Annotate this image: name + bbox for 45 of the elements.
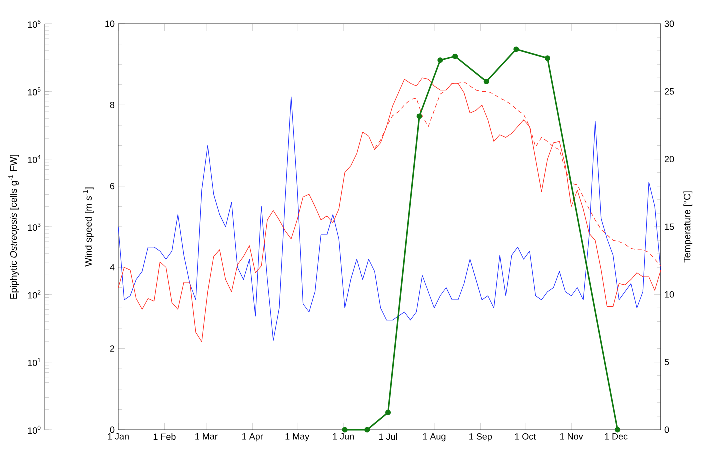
point [484, 79, 490, 85]
point [364, 427, 370, 433]
point [342, 427, 348, 433]
point [416, 114, 422, 120]
y-axis-title: Wind speed [m s$^{-1}$] [83, 188, 94, 267]
point [514, 46, 520, 52]
y3-tick-label: 10$^{5}$ [28, 88, 41, 96]
y2-tick-label: 25 [664, 88, 674, 95]
x-tick-label: 1 Feb [154, 434, 176, 440]
y-tick-label: 4 [110, 264, 115, 271]
x-tick-label: 1 Aug [423, 434, 446, 442]
y3-tick-label: 10$^{0}$ [28, 426, 41, 434]
y3-tick-label: 10$^{3}$ [28, 222, 41, 232]
y2-axis-title: Temperature [°C] [684, 192, 693, 263]
y-tick-label: 6 [110, 183, 115, 190]
y-tick-label: 8 [110, 102, 115, 108]
point [544, 56, 550, 62]
y3-axis-title: Epiphytic Ostreopsis [cells g$^{-1}$ FW] [8, 155, 19, 299]
x-tick-label: 1 Sep [470, 434, 492, 442]
y2-tick-label: 0 [664, 426, 670, 434]
x-tick-label: 1 Nov [560, 434, 584, 440]
y3-tick-label: 10$^{1}$ [28, 358, 41, 366]
y2-tick-label: 10 [665, 291, 674, 298]
y3-tick-label: 10$^{6}$ [28, 20, 41, 28]
x-tick-label: 1 May [286, 434, 310, 442]
y2-tick-label: 20 [664, 156, 674, 163]
point [438, 58, 444, 64]
y2-tick-label: 30 [664, 20, 674, 28]
x-tick-label: 1 Jun [333, 434, 354, 440]
x-tick-label: 1 Oct [515, 434, 536, 440]
point [386, 410, 392, 416]
x-tick-label: 1 Apr [242, 434, 264, 442]
x-tick-label: 1 Mar [196, 434, 218, 440]
y2-tick-label: 15 [665, 224, 674, 230]
point [452, 54, 458, 60]
y3-tick-label: 10$^{4}$ [28, 155, 41, 164]
x-tick-label: 1 Jan [108, 434, 129, 440]
x-tick-label: 1 Dec [605, 434, 628, 440]
y2-tick-label: 5 [664, 359, 670, 366]
y-tick-label: 2 [110, 346, 115, 352]
y3-tick-label: 10$^{2}$ [28, 290, 41, 299]
y-tick-label: 0 [110, 426, 115, 434]
point [615, 427, 621, 433]
x-tick-label: 1 Jul [379, 434, 398, 440]
y-tick-label: 10 [106, 20, 115, 28]
